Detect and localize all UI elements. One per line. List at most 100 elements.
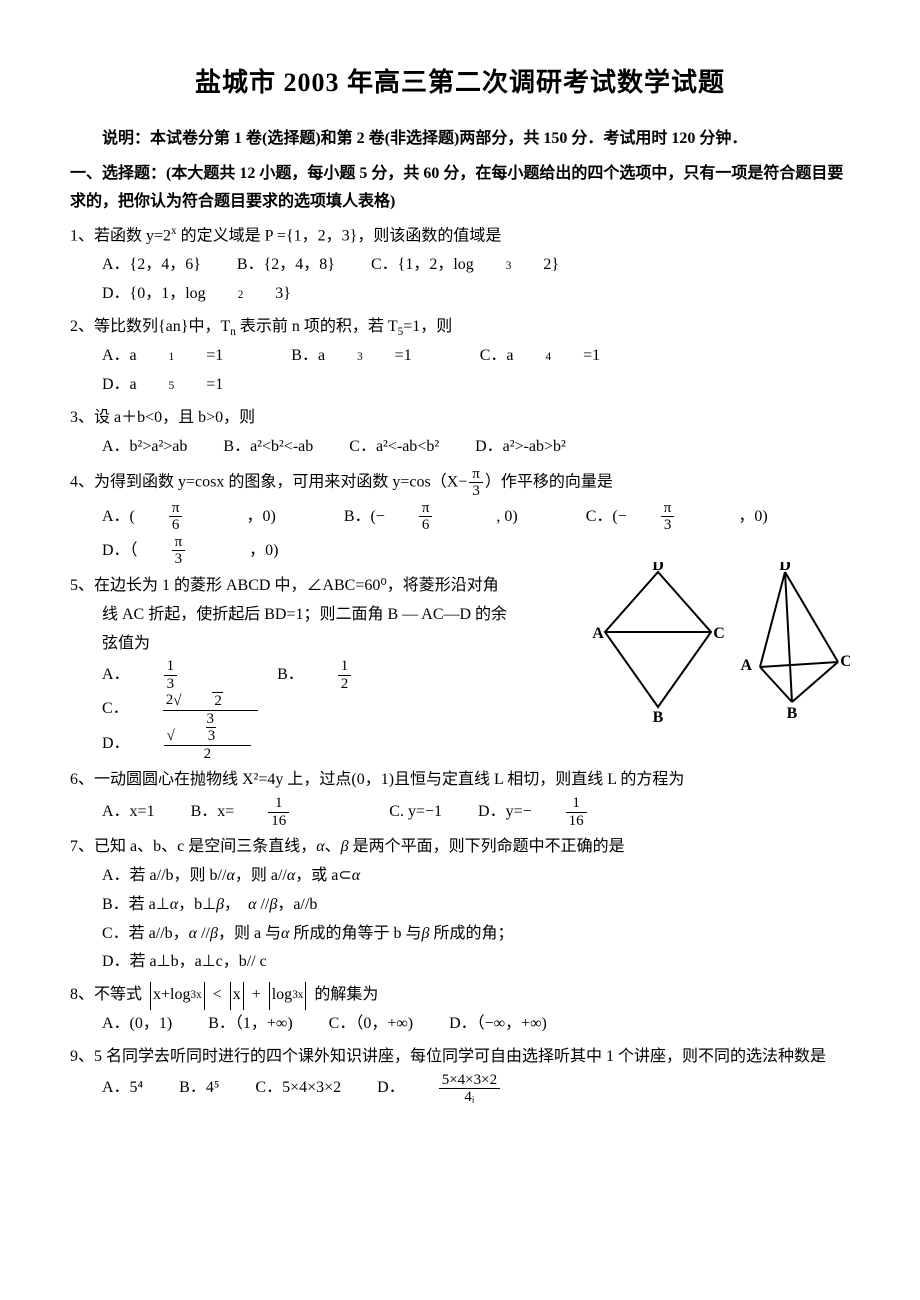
q2-a-post: =1 bbox=[206, 342, 223, 371]
fig2-label-b: B bbox=[787, 705, 798, 722]
q4-a-pre: A．( bbox=[102, 503, 135, 532]
q4-opt-c: C．(−π3，0) bbox=[586, 500, 800, 534]
q7-alpha: α bbox=[316, 838, 324, 855]
q4-b-6: 6 bbox=[419, 517, 433, 534]
q5-d-sqrt: 3 bbox=[206, 727, 217, 745]
q7-a-1: A．若 a//b，则 b// bbox=[102, 867, 226, 884]
q7-opt-a: A．若 a//b，则 b//α，则 a//α，或 a⊂α bbox=[102, 862, 850, 891]
q5-d-n: 3 bbox=[164, 727, 252, 746]
q5-c-sqrt: 2 bbox=[212, 692, 223, 710]
q1-c-post: 2} bbox=[543, 251, 559, 280]
q9-d-n: 5×4×3×2 bbox=[439, 1072, 500, 1090]
question-7: 7、已知 a、b、c 是空间三条直线，α、β 是两个平面，则下列命题中不正确的是… bbox=[70, 833, 850, 977]
q8-opt-d: D．（−∞，+∞) bbox=[449, 1010, 547, 1039]
q7-b-5: ，a//b bbox=[277, 896, 317, 913]
q4-c-pi: π bbox=[661, 500, 675, 518]
q1-stem: 1、若函数 y=2x 的定义域是 P ={1，2，3}，则该函数的值域是 bbox=[70, 221, 850, 251]
q1-stem-text-a: 1、若函数 y=2 bbox=[70, 228, 171, 245]
q8-x: x bbox=[233, 981, 241, 1010]
q9-opt-c: C．5×4×3×2 bbox=[255, 1074, 341, 1103]
q5-d-l: D． bbox=[102, 730, 130, 759]
q4-c-3: 3 bbox=[661, 517, 675, 534]
q2-d-post: =1 bbox=[206, 371, 223, 400]
q8-abs-3: log3x bbox=[267, 981, 309, 1010]
q1-c-sub: 3 bbox=[506, 256, 512, 276]
q6-opt-c: C. y=−1 bbox=[389, 798, 442, 827]
question-8: 8、不等式 x+log3x < x + log3x 的解集为 A．(0，1) B… bbox=[70, 981, 850, 1039]
q3-opt-c: C．a²<-ab<b² bbox=[349, 433, 439, 462]
q7-b-a1: α bbox=[170, 896, 178, 913]
sqrt-icon bbox=[173, 693, 181, 710]
q5-a-n: 1 bbox=[164, 658, 178, 676]
abs-bar-icon-3 bbox=[230, 982, 231, 1010]
q5-c-l: C． bbox=[102, 695, 129, 724]
question-1: 1、若函数 y=2x 的定义域是 P ={1，2，3}，则该函数的值域是 A．{… bbox=[70, 221, 850, 309]
q4-s1: 4、为得到函数 y=cosx 的图象，可用来对函数 y=cos（X− bbox=[70, 474, 467, 491]
q2-s1: 2、等比数列{an}中，T bbox=[70, 318, 230, 335]
q1-stem-text-b: 的定义域是 P ={1，2，3}，则该函数的值域是 bbox=[177, 228, 502, 245]
q7-c-4: 所成的角等于 b 与 bbox=[289, 925, 421, 942]
q4-d-post: ，0) bbox=[249, 537, 278, 566]
q2-opt-b: B．a3=1 bbox=[291, 342, 443, 371]
q3-opt-a: A．b²>a²>ab bbox=[102, 433, 187, 462]
q3-options: A．b²>a²>ab B．a²<b²<-ab C．a²<-ab<b² D．a²>… bbox=[102, 433, 850, 462]
abs-bar-icon-6 bbox=[305, 982, 306, 1010]
q8-opt-c: C．（0，+∞) bbox=[329, 1010, 413, 1039]
q8-s1: 8、不等式 bbox=[70, 986, 142, 1003]
rhombus-icon: D A C B bbox=[591, 562, 726, 722]
q4-d-frac: π3 bbox=[172, 534, 218, 568]
q7-b-4: // bbox=[256, 896, 269, 913]
q4-c-post: ，0) bbox=[738, 503, 767, 532]
q6-b-pre: B．x= bbox=[191, 798, 235, 827]
q5-figures: D A C B D A C B bbox=[591, 562, 850, 722]
fig-label-b: B bbox=[653, 709, 664, 722]
q4-opt-b: B．(−π6, 0) bbox=[344, 500, 550, 534]
abs-bar-icon-5 bbox=[269, 982, 270, 1010]
q7-c-5: 所成的角； bbox=[429, 925, 513, 942]
q9-d-l: D． bbox=[377, 1074, 405, 1103]
q9-opt-a: A．5⁴ bbox=[102, 1074, 143, 1103]
q4-a-pi: π bbox=[169, 500, 183, 518]
q8-abs-1: x+log3x bbox=[148, 981, 207, 1010]
q4-options: A．(π6，0) B．(−π6, 0) C．(−π3，0) D．（π3，0) bbox=[102, 500, 850, 568]
q6-opt-d: D．y=−116 bbox=[478, 795, 651, 829]
q7-stem: 7、已知 a、b、c 是空间三条直线，α、β 是两个平面，则下列命题中不正确的是 bbox=[70, 833, 850, 862]
q4-frac-pi3: π3 bbox=[469, 466, 483, 500]
q1-opt-a: A．{2，4，6} bbox=[102, 251, 201, 280]
q2-b-sub: 3 bbox=[357, 347, 363, 367]
q5-a-l: A． bbox=[102, 661, 130, 690]
abs-bar-icon bbox=[150, 982, 151, 1010]
q3-stem: 3、设 a＋b<0，且 b>0，则 bbox=[70, 404, 850, 433]
q4-a-post: ，0) bbox=[246, 503, 275, 532]
fig-label-d: D bbox=[652, 562, 664, 574]
q7-a-2: ，则 a// bbox=[235, 867, 287, 884]
question-9: 9、5 名同学去听同时进行的四个课外知识讲座，每位同学可自由选择听其中 1 个讲… bbox=[70, 1043, 850, 1106]
q8-plus: + bbox=[252, 986, 261, 1003]
q5-opt-b: B．12 bbox=[277, 658, 415, 692]
q7-c-1: C．若 a//b， bbox=[102, 925, 189, 942]
q5-c-frac: 223 bbox=[163, 692, 290, 727]
question-6: 6、一动圆圆心在抛物线 X²=4y 上，过点(0，1)且恒与定直线 L 相切，则… bbox=[70, 766, 850, 829]
q4-d-3: 3 bbox=[172, 551, 186, 568]
q1-opt-c: C．{1，2，log32} bbox=[371, 251, 591, 280]
q7-beta: β bbox=[341, 838, 349, 855]
q6-opt-a: A．x=1 bbox=[102, 798, 155, 827]
q7-opt-b: B．若 a⊥α，b⊥β， α //β，a//b bbox=[102, 891, 850, 920]
q5-b-frac: 12 bbox=[338, 658, 384, 692]
q5-d-d: 2 bbox=[164, 746, 252, 763]
q7-a-a2: α bbox=[287, 867, 295, 884]
q7-c-a1: α bbox=[189, 925, 197, 942]
q4-d-pi: π bbox=[172, 534, 186, 552]
q9-opt-d: D．5×4×3×24ᵢ bbox=[377, 1072, 564, 1106]
q1-opt-d: D．{0，1，log23} bbox=[102, 280, 323, 309]
q2-c-sub: 4 bbox=[545, 347, 551, 367]
q5-opt-c: C． 223 bbox=[102, 692, 322, 727]
q2-s3: =1，则 bbox=[403, 318, 452, 335]
q6-d-pre: D．y=− bbox=[478, 798, 532, 827]
q7-a-a1: α bbox=[226, 867, 234, 884]
q5-a-d: 3 bbox=[164, 676, 178, 693]
q8-options: A．(0，1) B．（1，+∞) C．（0，+∞) D．（−∞，+∞) bbox=[102, 1010, 850, 1039]
q6-stem: 6、一动圆圆心在抛物线 X²=4y 上，过点(0，1)且恒与定直线 L 相切，则… bbox=[70, 766, 850, 795]
q6-d-n: 1 bbox=[566, 795, 587, 813]
q5-d-frac: 32 bbox=[164, 727, 284, 762]
